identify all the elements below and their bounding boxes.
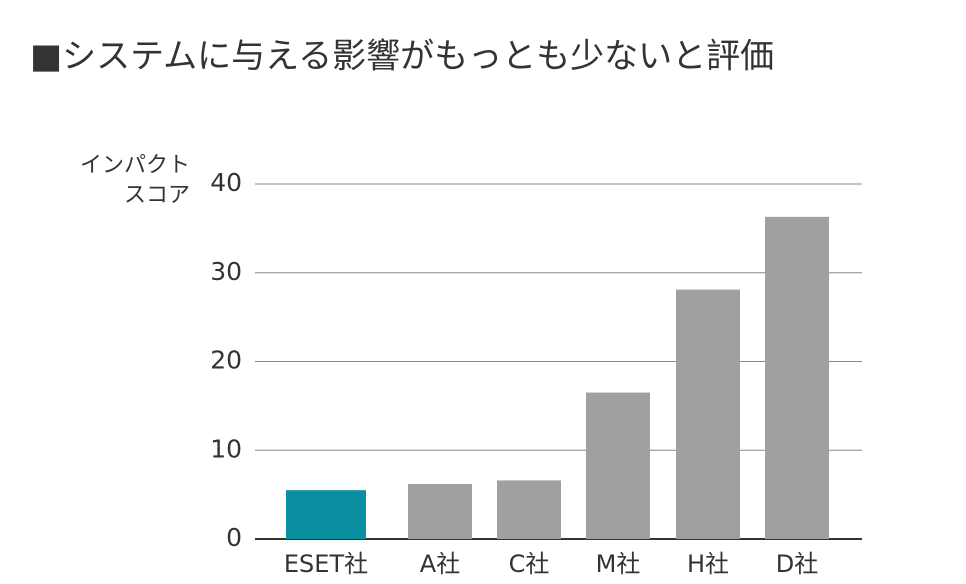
y-tick-label: 30 [210, 257, 242, 286]
x-tick-label: H社 [687, 550, 729, 578]
y-axis-label: インパクト [80, 153, 190, 178]
bar [586, 392, 650, 539]
bar [408, 483, 472, 539]
x-tick-label: C社 [509, 550, 550, 578]
bar [286, 490, 366, 539]
y-tick-label: 0 [226, 523, 242, 552]
y-tick-label: 40 [210, 168, 242, 197]
x-tick-label: M社 [596, 550, 641, 578]
bar [497, 480, 561, 539]
chart-title: ■システムに与える影響がもっとも少ないと評価 [30, 37, 774, 77]
y-axis-label: スコア [124, 183, 190, 208]
y-tick-label: 10 [210, 434, 242, 463]
x-tick-label: D社 [776, 550, 818, 578]
x-tick-label: A社 [420, 550, 460, 578]
y-tick-label: 20 [210, 346, 242, 375]
bar [765, 216, 829, 539]
bar [676, 289, 740, 539]
x-tick-label: ESET社 [284, 550, 368, 578]
